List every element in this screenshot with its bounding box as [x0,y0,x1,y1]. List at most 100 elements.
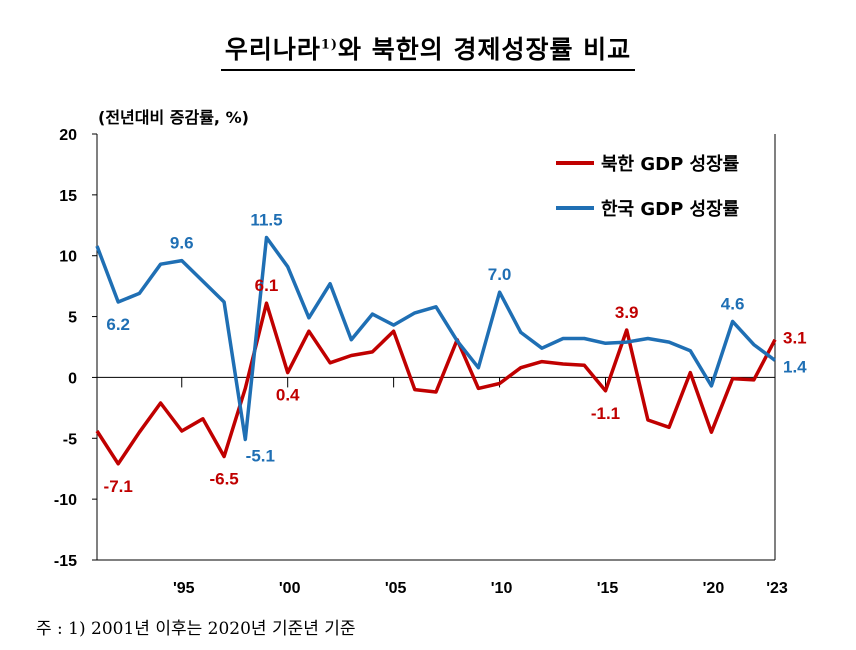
x-tick-label: '23 [766,580,788,597]
x-tick-label: '20 [703,580,725,597]
data-point-south [625,341,628,344]
data-point-north [498,382,501,385]
title-rest: 와 북한의 경제성장률 비교 [338,35,632,64]
data-point-south [307,316,310,319]
data-point-south [646,337,649,340]
data-point-south [583,337,586,340]
series-layer [95,235,777,466]
data-point-north [668,426,671,429]
data-point-south [96,244,99,247]
data-point-north [244,387,247,390]
data-point-south [117,300,120,303]
data-point-north [371,350,374,353]
legend-label-south: 한국 GDP 성장률 [601,199,739,220]
data-label-north: -1.1 [591,404,620,423]
data-point-north [752,378,755,381]
data-point-south [223,300,226,303]
data-label-south: 4.6 [721,294,745,313]
series-line-north [95,301,777,466]
data-label-north: -7.1 [104,477,133,496]
data-point-north [477,387,480,390]
data-point-north [435,391,438,394]
data-point-south [562,337,565,340]
y-tick-label: -10 [54,492,77,509]
data-point-south [392,324,395,327]
data-point-south [244,438,247,441]
data-point-south [710,384,713,387]
x-tick-label: '15 [597,580,619,597]
axes: -15 -10 -5 0 5 10 15 20 '95 '00 '05 '10 '15 '20 '23 [54,127,788,597]
x-tick-label: '95 [173,580,195,597]
data-point-north [286,371,289,374]
data-label-south: 6.2 [106,315,130,334]
data-point-south [201,280,204,283]
data-point-north [307,330,310,333]
data-point-north [413,388,416,391]
y-tick-label: -5 [63,431,77,448]
data-point-south [413,311,416,314]
data-label-south: 9.6 [170,234,194,253]
data-point-south [668,341,671,344]
data-point-north [710,431,713,434]
data-point-south [540,347,543,350]
data-label-south: 11.5 [250,210,282,229]
data-label-south: 7.0 [488,265,512,284]
data-point-south [265,236,268,239]
data-point-south [477,366,480,369]
data-point-north [540,360,543,363]
data-point-south [329,282,332,285]
data-point-north [329,361,332,364]
data-point-north [96,429,99,432]
data-point-south [138,292,141,295]
chart-title: 우리나라1)와 북한의 경제성장률 비교 [0,30,856,71]
data-point-south [774,359,777,362]
data-point-north [265,302,268,305]
data-label-north: -6.5 [209,470,238,489]
title-footnote-mark: 1) [320,37,339,53]
data-point-south [519,331,522,334]
legend-label-north: 북한 GDP 성장률 [601,154,739,175]
data-point-north [562,363,565,366]
data-point-north [138,431,141,434]
data-point-north [625,328,628,331]
data-point-south [435,305,438,308]
data-label-north: 3.1 [783,329,807,348]
data-point-south [159,263,162,266]
data-point-south [731,320,734,323]
data-point-north [180,429,183,432]
data-point-north [117,462,120,465]
y-tick-label: 0 [68,370,77,387]
data-point-south [371,313,374,316]
data-point-north [519,366,522,369]
x-tick-label: '00 [279,580,301,597]
data-point-south [350,338,353,341]
data-point-north [350,354,353,357]
x-tick-label: '05 [385,580,407,597]
data-point-south [286,265,289,268]
data-point-south [689,349,692,352]
data-label-south: -5.1 [246,447,275,466]
data-point-north [731,377,734,380]
data-point-north [583,364,586,367]
y-tick-label: 5 [68,310,77,327]
data-point-north [774,338,777,341]
data-point-north [689,371,692,374]
y-tick-label: 20 [59,127,77,144]
data-labels: -7.1 -6.5 6.1 0.4 -1.1 3.9 3.1 6.2 9.6 -5.1 11.5 7.… [104,210,808,495]
series-line-south [95,235,777,442]
data-point-south [498,291,501,294]
data-point-south [456,339,459,342]
data-point-north [223,455,226,458]
data-label-north: 0.4 [276,386,300,405]
y-tick-label: 10 [59,249,77,266]
data-point-north [159,401,162,404]
data-label-north: 6.1 [255,276,279,295]
data-point-north [201,417,204,420]
data-point-north [646,419,649,422]
data-point-north [604,389,607,392]
unit-label: (전년대비 증감률, %) [98,108,249,127]
data-point-south [752,343,755,346]
y-tick-label: 15 [59,188,77,205]
